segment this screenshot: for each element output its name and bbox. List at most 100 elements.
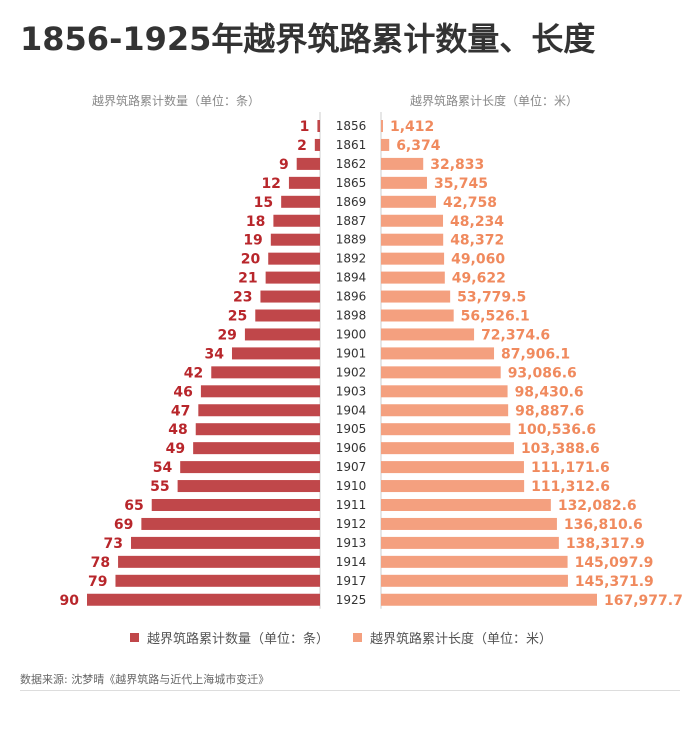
length-bar: [381, 423, 511, 436]
count-bar: [151, 499, 320, 511]
length-bar: [381, 404, 509, 417]
count-data-label: 29: [217, 327, 236, 343]
count-data-label: 42: [184, 365, 203, 381]
chart-title: 1856-1925年越界筑路累计数量、长度: [20, 20, 596, 58]
year-tick-label: 1865: [336, 176, 367, 190]
length-bar: [381, 176, 427, 189]
year-tick-label: 1894: [336, 271, 367, 285]
length-bar: [381, 442, 514, 455]
count-data-label: 9: [279, 157, 289, 173]
count-bar: [273, 214, 320, 227]
count-bar: [255, 309, 320, 322]
year-tick-label: 1898: [336, 309, 367, 323]
year-tick-label: 1906: [336, 441, 367, 455]
count-data-label: 73: [104, 536, 123, 552]
count-bar: [244, 328, 320, 341]
count-data-label: 47: [171, 403, 190, 419]
count-data-label: 46: [173, 384, 192, 400]
length-data-label: 93,086.6: [508, 365, 577, 381]
legend-item-length: 越界筑路累计长度（单位：米）: [353, 628, 552, 647]
length-data-label: 56,526.1: [461, 309, 530, 325]
length-bar: [381, 555, 568, 568]
length-data-label: 103,388.6: [521, 441, 600, 457]
count-bar: [115, 574, 320, 587]
count-bar: [296, 157, 320, 170]
year-tick-label: 1861: [336, 138, 367, 152]
year-tick-label: 1889: [336, 233, 367, 247]
length-bar: [381, 290, 451, 303]
count-bar: [200, 385, 320, 398]
count-data-label: 2: [297, 138, 307, 154]
count-bar: [193, 442, 320, 455]
length-data-label: 48,372: [450, 233, 504, 249]
length-data-label: 98,430.6: [515, 384, 584, 400]
year-tick-label: 1912: [336, 517, 367, 531]
length-bar: [381, 120, 383, 132]
length-bar: [381, 499, 551, 511]
length-bar: [381, 252, 445, 265]
legend-swatch-length: [353, 633, 362, 642]
count-bar: [211, 366, 320, 379]
length-data-label: 100,536.6: [517, 422, 596, 438]
year-tick-label: 1900: [336, 327, 367, 341]
legend-swatch-count: [130, 633, 139, 642]
year-tick-label: 1911: [336, 498, 367, 512]
length-data-label: 145,097.9: [575, 555, 654, 571]
length-data-label: 49,060: [451, 252, 505, 268]
length-bar: [381, 309, 454, 322]
length-bar: [381, 214, 444, 227]
length-data-label: 132,082.6: [558, 498, 637, 514]
year-tick-label: 1887: [336, 214, 367, 228]
year-tick-label: 1910: [336, 479, 367, 493]
year-tick-label: 1903: [336, 384, 367, 398]
length-data-label: 87,906.1: [501, 346, 570, 362]
count-bar: [180, 461, 320, 474]
count-data-label: 65: [124, 498, 143, 514]
left-axis-title: 越界筑路累计数量（单位：条）: [92, 94, 261, 108]
count-bar: [317, 120, 320, 132]
length-data-label: 35,745: [434, 176, 488, 192]
year-tick-label: 1856: [336, 119, 367, 133]
length-bar: [381, 157, 424, 170]
year-tick-label: 1907: [336, 460, 367, 474]
year-tick-label: 1925: [336, 593, 367, 607]
year-tick-label: 1905: [336, 422, 367, 436]
length-bar: [381, 461, 524, 474]
length-data-label: 48,234: [450, 214, 504, 230]
count-data-label: 79: [88, 574, 107, 590]
length-data-label: 138,317.9: [566, 536, 645, 552]
count-bar: [314, 138, 320, 151]
length-data-label: 1,412: [390, 119, 434, 135]
right-axis-title: 越界筑路累计长度（单位：米）: [410, 94, 579, 108]
count-bar: [198, 404, 320, 417]
length-bar: [381, 195, 436, 208]
length-data-label: 42,758: [443, 195, 497, 211]
length-data-label: 111,171.6: [531, 460, 610, 476]
length-bar: [381, 271, 445, 284]
length-data-label: 53,779.5: [457, 290, 526, 306]
count-bar: [270, 233, 320, 246]
count-data-label: 18: [246, 214, 265, 230]
count-bar: [265, 271, 320, 284]
count-bar: [87, 593, 320, 606]
year-tick-label: 1896: [336, 290, 367, 304]
year-tick-label: 1869: [336, 195, 367, 209]
count-bar: [268, 252, 320, 265]
length-bar: [381, 366, 501, 379]
year-tick-label: 1901: [336, 346, 367, 360]
year-tick-label: 1862: [336, 157, 367, 171]
count-data-label: 12: [261, 176, 280, 192]
count-data-label: 20: [241, 252, 261, 268]
length-data-label: 98,887.6: [515, 403, 584, 419]
legend-item-count: 越界筑路累计数量（单位：条）: [130, 628, 329, 647]
length-bar: [381, 233, 444, 246]
year-tick-label: 1913: [336, 536, 367, 550]
count-data-label: 15: [254, 195, 273, 211]
count-bar: [131, 536, 320, 549]
length-bar: [381, 138, 390, 151]
year-tick-label: 1917: [336, 574, 367, 588]
length-data-label: 49,622: [452, 271, 506, 287]
length-data-label: 32,833: [430, 157, 484, 173]
footer-divider: [20, 690, 680, 691]
